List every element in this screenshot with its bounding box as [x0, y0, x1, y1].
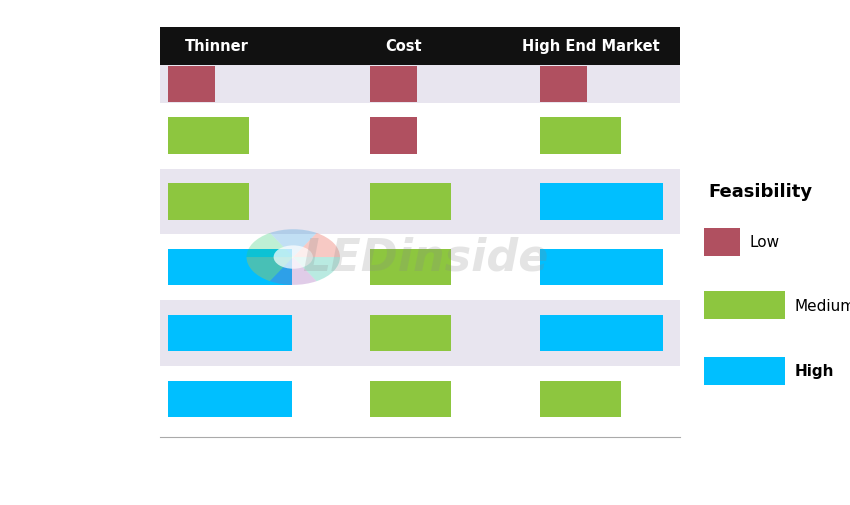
Bar: [370, 249, 450, 286]
Bar: [160, 104, 680, 169]
Wedge shape: [269, 230, 316, 258]
Bar: [160, 235, 680, 300]
Wedge shape: [246, 233, 293, 258]
Bar: [168, 315, 292, 351]
Bar: [168, 381, 292, 417]
Bar: [370, 184, 450, 220]
Bar: [540, 67, 586, 103]
Bar: [160, 300, 680, 366]
Wedge shape: [246, 258, 293, 282]
Text: Thinner: Thinner: [184, 39, 249, 54]
Bar: [540, 118, 620, 155]
Text: High End Market: High End Market: [522, 39, 660, 54]
Bar: [540, 315, 663, 351]
Bar: [704, 292, 785, 319]
Bar: [168, 118, 249, 155]
Bar: [168, 184, 249, 220]
Text: Feasibility: Feasibility: [708, 183, 812, 201]
Text: High: High: [795, 364, 834, 379]
Bar: [160, 66, 680, 104]
Circle shape: [274, 246, 313, 269]
Bar: [370, 67, 416, 103]
Wedge shape: [293, 258, 340, 282]
Bar: [160, 366, 680, 432]
Bar: [704, 358, 785, 385]
Wedge shape: [269, 258, 316, 285]
Bar: [370, 118, 416, 155]
Wedge shape: [293, 233, 340, 258]
Text: LEDinside: LEDinside: [302, 236, 548, 279]
Bar: [168, 249, 292, 286]
Bar: [160, 28, 680, 66]
Bar: [168, 67, 215, 103]
Bar: [704, 228, 740, 257]
Bar: [370, 315, 450, 351]
Text: Medium: Medium: [795, 298, 850, 313]
Bar: [540, 249, 663, 286]
Bar: [540, 381, 620, 417]
Bar: [370, 381, 450, 417]
Text: Cost: Cost: [385, 39, 422, 54]
Bar: [540, 184, 663, 220]
Text: Low: Low: [750, 235, 779, 250]
Bar: [160, 169, 680, 235]
